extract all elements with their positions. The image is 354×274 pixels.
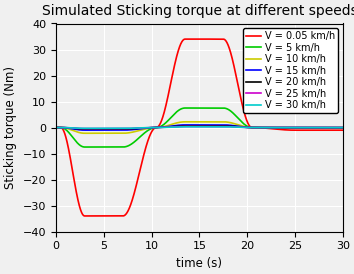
V = 15 km/h xyxy=(54,126,58,129)
Legend: V = 0.05 km/h, V = 5 km/h, V = 10 km/h, V = 15 km/h, V = 20 km/h, V = 25 km/h, V: V = 0.05 km/h, V = 5 km/h, V = 10 km/h, … xyxy=(244,28,338,113)
V = 5 km/h xyxy=(240,121,245,124)
V = 25 km/h xyxy=(106,127,110,130)
Line: V = 10 km/h: V = 10 km/h xyxy=(56,122,343,133)
V = 5 km/h xyxy=(106,145,110,149)
V = 20 km/h xyxy=(54,126,58,129)
V = 20 km/h xyxy=(240,125,245,129)
V = 10 km/h xyxy=(82,132,87,135)
V = 30 km/h xyxy=(240,126,245,129)
V = 10 km/h xyxy=(106,132,110,135)
V = 10 km/h xyxy=(226,121,230,124)
V = 0.05 km/h xyxy=(183,38,187,41)
V = 30 km/h xyxy=(164,126,168,129)
V = 30 km/h xyxy=(54,126,58,129)
V = 20 km/h xyxy=(82,127,87,131)
X-axis label: time (s): time (s) xyxy=(176,257,222,270)
V = 15 km/h xyxy=(164,125,168,129)
V = 10 km/h xyxy=(183,120,187,124)
V = 15 km/h xyxy=(290,126,294,129)
Line: V = 25 km/h: V = 25 km/h xyxy=(56,127,343,129)
Line: V = 5 km/h: V = 5 km/h xyxy=(56,108,343,147)
V = 5 km/h xyxy=(183,106,187,110)
V = 10 km/h xyxy=(268,126,272,129)
V = 20 km/h xyxy=(106,127,110,131)
V = 5 km/h xyxy=(268,126,272,129)
V = 0.05 km/h xyxy=(82,214,87,218)
V = 5 km/h xyxy=(226,108,230,111)
V = 30 km/h xyxy=(183,125,187,129)
V = 25 km/h xyxy=(164,126,168,129)
V = 0.05 km/h xyxy=(54,126,58,129)
V = 30 km/h xyxy=(290,126,294,129)
V = 10 km/h xyxy=(164,125,168,128)
V = 10 km/h xyxy=(54,126,58,129)
V = 30 km/h xyxy=(226,125,230,129)
Line: V = 30 km/h: V = 30 km/h xyxy=(56,127,343,128)
V = 0.05 km/h xyxy=(164,105,168,108)
V = 15 km/h xyxy=(226,124,230,127)
Line: V = 15 km/h: V = 15 km/h xyxy=(56,125,343,130)
V = 0.05 km/h xyxy=(341,129,345,132)
V = 0.05 km/h xyxy=(268,127,272,130)
V = 30 km/h xyxy=(341,126,345,129)
V = 30 km/h xyxy=(268,126,272,129)
V = 25 km/h xyxy=(82,127,87,130)
V = 10 km/h xyxy=(290,126,294,129)
Line: V = 20 km/h: V = 20 km/h xyxy=(56,126,343,129)
V = 10 km/h xyxy=(341,126,345,129)
V = 15 km/h xyxy=(341,126,345,129)
Title: Simulated Sticking torque at different speeds: Simulated Sticking torque at different s… xyxy=(41,4,354,18)
V = 25 km/h xyxy=(341,126,345,129)
V = 15 km/h xyxy=(106,129,110,132)
V = 0.05 km/h xyxy=(226,44,230,47)
V = 20 km/h xyxy=(164,125,168,129)
V = 5 km/h xyxy=(290,127,294,130)
V = 20 km/h xyxy=(290,126,294,129)
V = 30 km/h xyxy=(106,127,110,130)
V = 25 km/h xyxy=(290,126,294,129)
V = 15 km/h xyxy=(82,129,87,132)
Line: V = 0.05 km/h: V = 0.05 km/h xyxy=(56,39,343,216)
V = 25 km/h xyxy=(240,126,245,129)
Y-axis label: Sticking torque (Nm): Sticking torque (Nm) xyxy=(4,66,17,189)
V = 5 km/h xyxy=(54,126,58,129)
V = 25 km/h xyxy=(268,126,272,129)
V = 0.05 km/h xyxy=(240,105,245,108)
V = 5 km/h xyxy=(164,121,168,125)
V = 20 km/h xyxy=(183,124,187,128)
V = 15 km/h xyxy=(268,126,272,129)
V = 25 km/h xyxy=(183,125,187,128)
V = 5 km/h xyxy=(341,127,345,130)
V = 20 km/h xyxy=(341,126,345,129)
V = 0.05 km/h xyxy=(290,129,294,132)
V = 20 km/h xyxy=(268,126,272,129)
V = 5 km/h xyxy=(82,145,87,149)
V = 15 km/h xyxy=(240,125,245,129)
V = 15 km/h xyxy=(183,123,187,127)
V = 20 km/h xyxy=(226,124,230,128)
V = 25 km/h xyxy=(226,125,230,128)
V = 0.05 km/h xyxy=(106,214,110,218)
V = 10 km/h xyxy=(240,124,245,128)
V = 25 km/h xyxy=(54,126,58,129)
V = 30 km/h xyxy=(82,127,87,130)
